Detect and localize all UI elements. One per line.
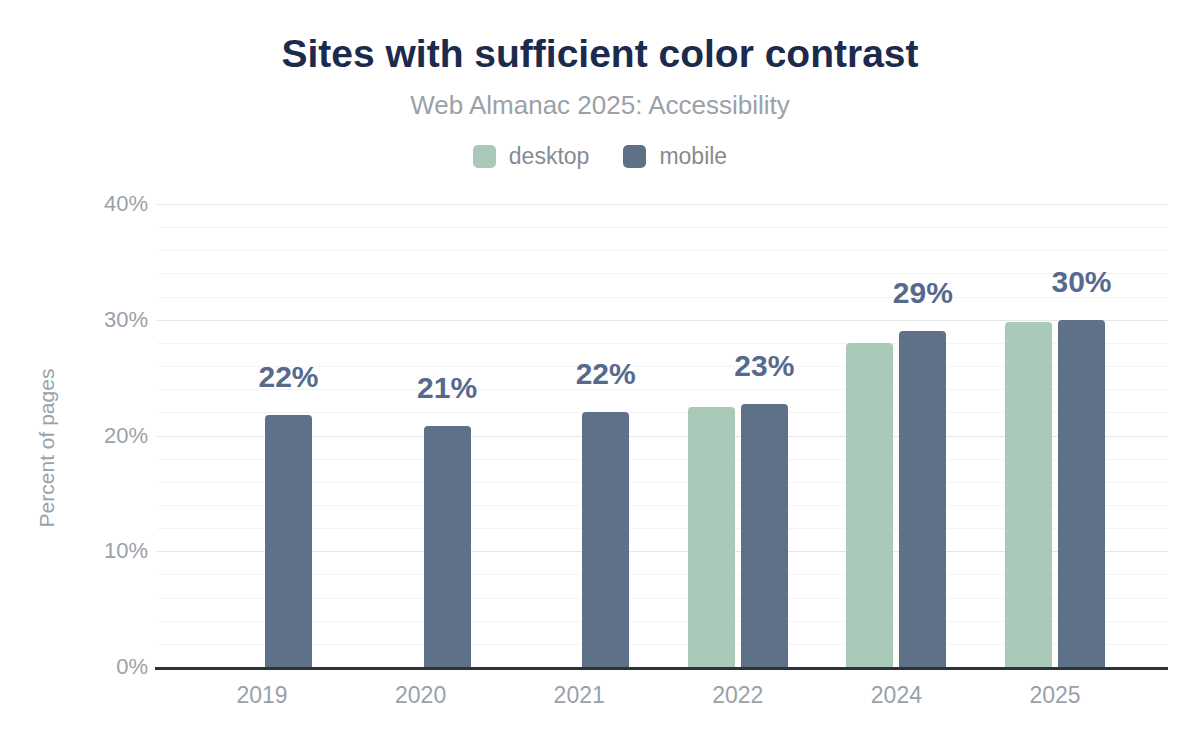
bar-chart-plot-area: Percent of pages 0% 10% 20% 30% 40% 22% 2019 21… (0, 0, 1200, 742)
gridline-minor (157, 273, 1168, 274)
bar-value-label: 23% (734, 351, 794, 381)
gridline-major (157, 204, 1168, 205)
gridline-minor (157, 227, 1168, 228)
bar-desktop[interactable] (688, 407, 735, 667)
bar-value-label: 22% (258, 362, 318, 392)
gridline-minor (157, 297, 1168, 298)
bar-value-label: 29% (893, 278, 953, 308)
bar-value-label: 30% (1051, 267, 1111, 297)
x-tick-label: 2025 (1029, 684, 1080, 707)
bar-value-label: 21% (417, 373, 477, 403)
y-tick-label: 0% (56, 656, 148, 678)
bar-mobile[interactable] (741, 404, 788, 667)
x-tick-label: 2021 (554, 684, 605, 707)
gridline-minor (157, 250, 1168, 251)
bar-desktop[interactable] (1005, 322, 1052, 667)
x-tick-label: 2024 (871, 684, 922, 707)
y-tick-label: 20% (56, 425, 148, 447)
bar-mobile[interactable] (265, 415, 312, 667)
x-tick-label: 2022 (712, 684, 763, 707)
y-tick-label: 30% (56, 309, 148, 331)
bar-mobile[interactable] (899, 331, 946, 667)
bar-mobile[interactable] (582, 412, 629, 667)
bar-value-label: 22% (576, 359, 636, 389)
x-axis-line (155, 667, 1168, 670)
bar-mobile[interactable] (424, 426, 471, 667)
x-tick-label: 2019 (236, 684, 287, 707)
chart-page: Sites with sufficient color contrast Web… (0, 0, 1200, 742)
y-tick-label: 10% (56, 540, 148, 562)
bar-mobile[interactable] (1058, 320, 1105, 667)
gridline-major (157, 320, 1168, 321)
y-tick-label: 40% (56, 193, 148, 215)
bar-desktop[interactable] (846, 343, 893, 667)
y-axis-title: Percent of pages (35, 369, 59, 528)
x-tick-label: 2020 (395, 684, 446, 707)
